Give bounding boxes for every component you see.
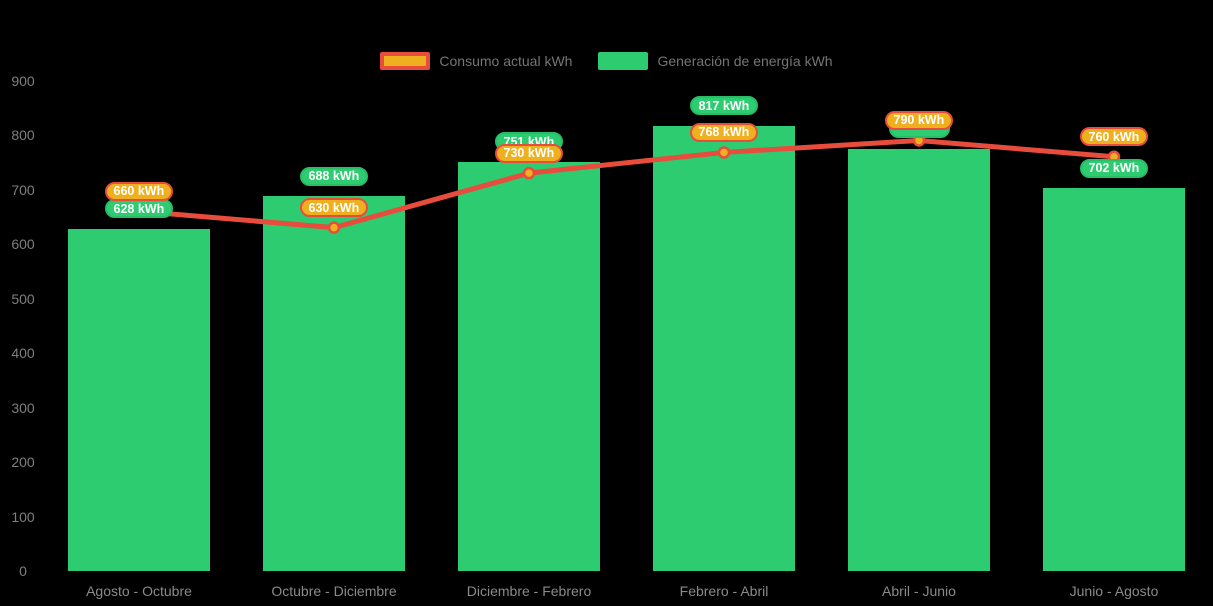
generation-value-label: 817 kWh	[689, 96, 759, 116]
x-axis-label: Agosto - Octubre	[86, 583, 192, 599]
consumption-value-label: 768 kWh	[689, 122, 759, 142]
consumption-value-label: 660 kWh	[104, 181, 174, 201]
generation-bar[interactable]	[263, 196, 405, 571]
y-tick-label: 300	[11, 399, 35, 416]
y-tick-label: 0	[19, 563, 27, 579]
generation-value-label: 628 kWh	[104, 199, 174, 219]
generation-bar[interactable]	[848, 148, 990, 571]
generation-bar[interactable]	[458, 161, 600, 571]
generation-bar[interactable]	[1043, 188, 1185, 571]
consumption-value-label: 730 kWh	[494, 143, 564, 163]
y-tick-label: 900	[11, 72, 35, 89]
generation-bar[interactable]	[653, 125, 795, 571]
y-tick-label: 200	[11, 454, 35, 470]
legend-item-generacion[interactable]: Generación de energía kWh	[598, 52, 833, 70]
x-axis-label: Octubre - Diciembre	[271, 583, 397, 599]
consumption-value-label: 630 kWh	[299, 198, 369, 218]
y-tick-label: 700	[11, 181, 35, 198]
legend-label-consumo: Consumo actual kWh	[439, 53, 573, 69]
consumo-swatch-icon	[380, 52, 431, 70]
x-axis-label: Abril - Junio	[882, 583, 956, 599]
y-tick-label: 800	[11, 127, 35, 143]
y-tick-label: 500	[11, 290, 35, 307]
legend-label-generacion: Generación de energía kWh	[657, 53, 833, 69]
consumption-value-label: 790 kWh	[884, 110, 954, 130]
consumption-line	[138, 137, 1115, 231]
generation-value-label: 688 kWh	[299, 166, 369, 186]
generation-bar[interactable]	[68, 228, 210, 571]
x-axis-label: Diciembre - Febrero	[466, 583, 592, 599]
line-marker[interactable]	[522, 166, 536, 180]
chart-legend: Consumo actual kWh Generación de energía…	[0, 52, 1213, 70]
consumption-value-label: 760 kWh	[1079, 127, 1149, 147]
legend-item-consumo[interactable]: Consumo actual kWh	[380, 52, 572, 70]
line-marker[interactable]	[327, 221, 341, 234]
x-axis-label: Febrero - Abril	[679, 583, 769, 599]
generacion-swatch-icon	[598, 52, 649, 70]
line-marker[interactable]	[717, 146, 731, 159]
generation-value-label: 702 kWh	[1079, 158, 1149, 178]
x-axis-label: Junio - Agosto	[1069, 583, 1159, 599]
y-tick-label: 600	[11, 236, 35, 252]
y-tick-label: 100	[11, 508, 35, 525]
y-tick-label: 400	[11, 345, 35, 361]
